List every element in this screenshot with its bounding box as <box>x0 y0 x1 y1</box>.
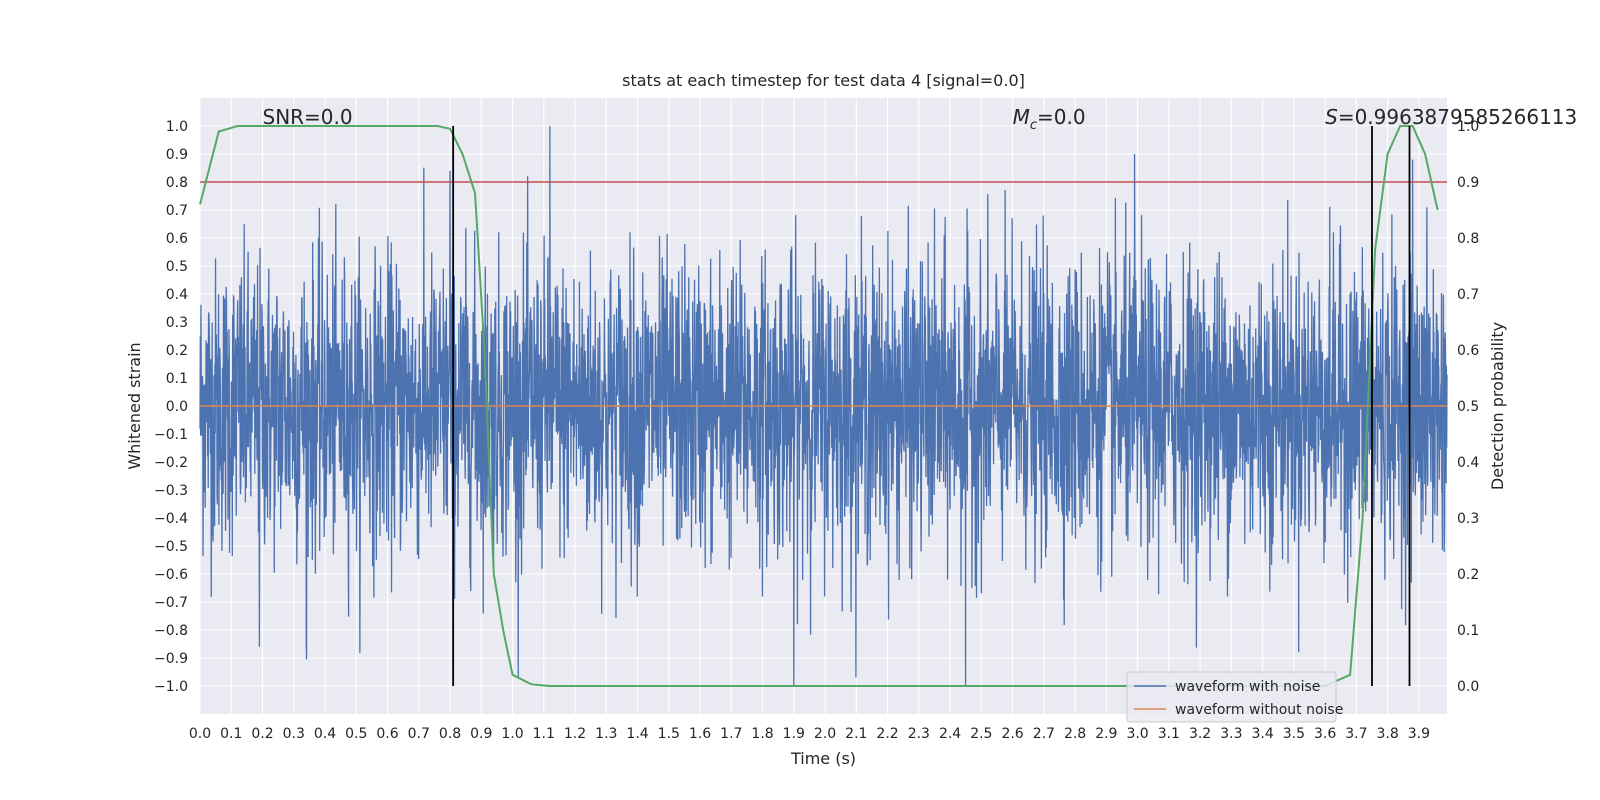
x-tick-label: 0.3 <box>283 726 305 742</box>
y2-tick-label: 0.2 <box>1457 567 1479 583</box>
legend-box <box>1126 671 1337 723</box>
y-tick-label: 0.1 <box>166 371 188 387</box>
x-tick-label: 2.2 <box>876 726 898 742</box>
x-tick-label: 2.4 <box>939 726 961 742</box>
detection-probability-line <box>199 125 1439 687</box>
y-tick-label: −1.0 <box>154 679 188 695</box>
annotation-s-rest: =0.9963879585266113 <box>1338 105 1577 129</box>
annotation-snr: SNR=0.0 <box>263 105 353 129</box>
x-tick-label: 2.8 <box>1064 726 1086 742</box>
y2-tick-label: 0.5 <box>1457 399 1479 415</box>
x-tick-label: 1.3 <box>595 726 617 742</box>
y-tick-label: 0.0 <box>166 399 188 415</box>
x-tick-label: 0.9 <box>470 726 492 742</box>
legend-entry-waveform-with-noise: waveform with noise <box>1175 679 1320 695</box>
y-axis-label: Whitened strain <box>125 342 144 469</box>
x-tick-label: 2.9 <box>1095 726 1117 742</box>
y-tick-label: 0.9 <box>166 147 188 163</box>
x-tick-label: 0.5 <box>345 726 367 742</box>
y2-axis-ticks: 1.0 0.9 0.8 0.7 0.6 0.5 0.4 0.3 0.2 0.1 0.0 <box>1457 119 1479 695</box>
x-tick-label: 3.1 <box>1158 726 1180 742</box>
y2-tick-label: 1.0 <box>1457 119 1479 135</box>
y2-axis-label: Detection probability <box>1488 322 1507 490</box>
detection-markers <box>452 126 1411 686</box>
x-tick-label: 3.8 <box>1376 726 1398 742</box>
y2-tick-label: 0.4 <box>1457 455 1479 471</box>
y2-tick-label: 0.0 <box>1457 679 1479 695</box>
x-tick-label: 1.7 <box>720 726 742 742</box>
x-tick-label: 2.3 <box>908 726 930 742</box>
y-tick-label: 1.0 <box>166 119 188 135</box>
x-tick-label: 1.1 <box>533 726 555 742</box>
legend-entry-waveform-without-noise: waveform without noise <box>1175 702 1343 718</box>
annotation-score: S=0.9963879585266113 <box>1325 105 1577 129</box>
x-tick-label: 0.8 <box>439 726 461 742</box>
x-tick-label: 2.7 <box>1033 726 1055 742</box>
y-tick-label: −0.8 <box>154 623 188 639</box>
y-tick-label: −0.2 <box>154 455 188 471</box>
x-tick-label: 3.0 <box>1126 726 1148 742</box>
x-tick-label: 3.2 <box>1189 726 1211 742</box>
y-tick-label: 0.5 <box>166 259 188 275</box>
y-tick-label: −0.7 <box>154 595 188 611</box>
x-axis-label: Time (s) <box>790 749 856 768</box>
y-tick-label: 0.8 <box>166 175 188 191</box>
series-detection-probability <box>199 125 1439 687</box>
x-tick-label: 0.4 <box>314 726 336 742</box>
y2-tick-label: 0.9 <box>1457 175 1479 191</box>
x-tick-label: 2.1 <box>845 726 867 742</box>
chart-title: stats at each timestep for test data 4 [… <box>622 71 1025 90</box>
x-tick-label: 3.9 <box>1408 726 1430 742</box>
x-tick-label: 3.3 <box>1220 726 1242 742</box>
x-tick-label: 2.6 <box>1001 726 1023 742</box>
waveform-with-noise-line <box>199 125 1448 687</box>
x-tick-label: 1.5 <box>658 726 680 742</box>
x-tick-label: 1.6 <box>689 726 711 742</box>
x-tick-label: 1.8 <box>751 726 773 742</box>
x-tick-label: 0.1 <box>220 726 242 742</box>
y2-tick-label: 0.3 <box>1457 511 1479 527</box>
x-axis-ticks: 0.0 0.1 0.2 0.3 0.4 0.5 0.6 0.7 0.8 0.9 1.0 1.1 1.2 1… <box>189 726 1430 742</box>
x-tick-label: 0.6 <box>376 726 398 742</box>
x-tick-label: 2.0 <box>814 726 836 742</box>
annotation-mc-rest: =0.0 <box>1037 105 1086 129</box>
y2-tick-label: 0.6 <box>1457 343 1479 359</box>
y-tick-label: −0.5 <box>154 539 188 555</box>
y-tick-label: 0.3 <box>166 315 188 331</box>
x-tick-label: 1.2 <box>564 726 586 742</box>
y2-tick-label: 0.8 <box>1457 231 1479 247</box>
annotation-s-main: S <box>1325 105 1338 129</box>
x-tick-label: 0.7 <box>408 726 430 742</box>
x-tick-label: 0.2 <box>251 726 273 742</box>
y-tick-label: −0.4 <box>154 511 188 527</box>
y2-tick-label: 0.1 <box>1457 623 1479 639</box>
x-tick-label: 3.5 <box>1283 726 1305 742</box>
x-tick-label: 1.0 <box>501 726 523 742</box>
y-tick-label: 0.4 <box>166 287 188 303</box>
y-tick-label: 0.2 <box>166 343 188 359</box>
annotation-mc-sub: c <box>1030 118 1037 133</box>
x-tick-label: 0.0 <box>189 726 211 742</box>
x-tick-label: 1.9 <box>783 726 805 742</box>
x-tick-label: 3.4 <box>1251 726 1273 742</box>
series-waveform-with-noise <box>199 125 1448 687</box>
y2-tick-label: 0.7 <box>1457 287 1479 303</box>
x-tick-label: 1.4 <box>626 726 648 742</box>
y-tick-label: −0.6 <box>154 567 188 583</box>
y-axis-ticks: 1.0 0.9 0.8 0.7 0.6 0.5 0.4 0.3 0.2 0.1 0.0 −0.1 −0.… <box>154 119 188 695</box>
annotation-chirp-mass: Mc=0.0 <box>1013 105 1086 133</box>
y-tick-label: 0.7 <box>166 203 188 219</box>
x-tick-label: 3.7 <box>1345 726 1367 742</box>
y-tick-label: −0.9 <box>154 651 188 667</box>
annotation-mc-main: M <box>1013 105 1030 129</box>
x-tick-label: 2.5 <box>970 726 992 742</box>
legend: waveform with noise waveform without noi… <box>1126 671 1343 723</box>
x-tick-label: 3.6 <box>1314 726 1336 742</box>
y-tick-label: −0.1 <box>154 427 188 443</box>
y-tick-label: 0.6 <box>166 231 188 247</box>
y-tick-label: −0.3 <box>154 483 188 499</box>
